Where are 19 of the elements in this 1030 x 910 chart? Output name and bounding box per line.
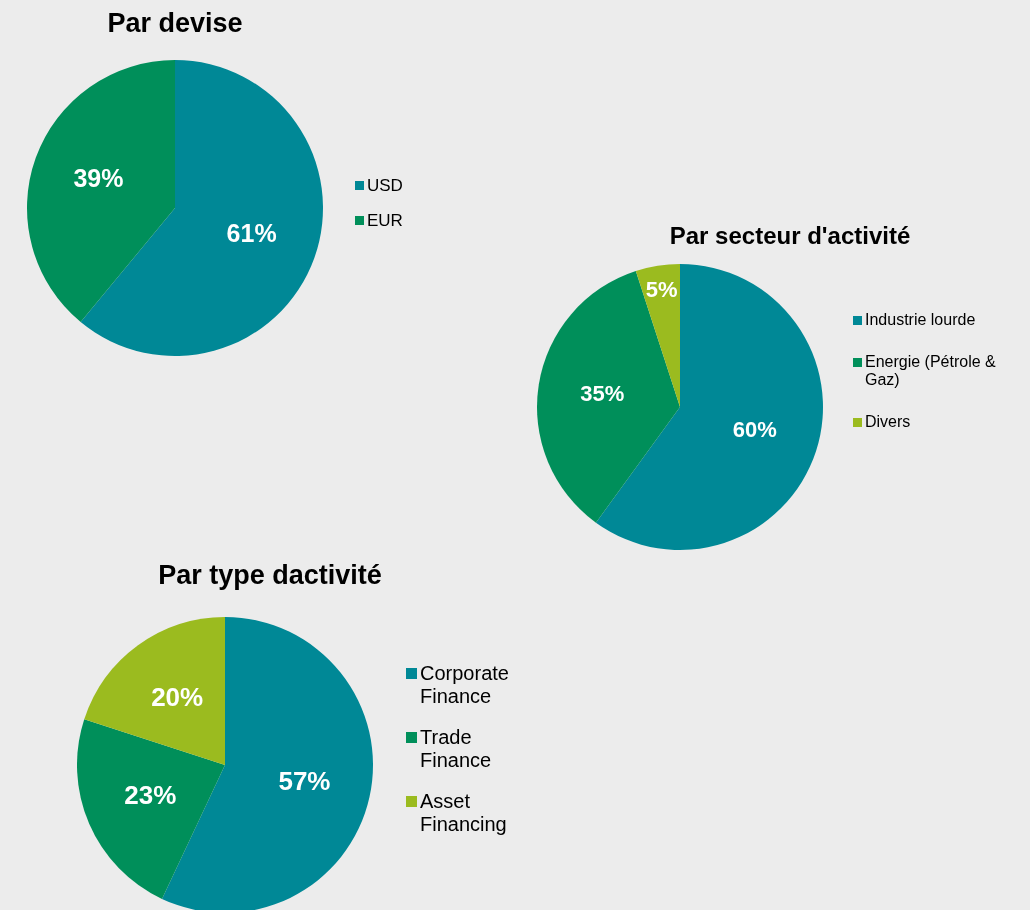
data-label: 5% (645, 277, 678, 303)
legend-label: Trade Finance (420, 726, 493, 772)
data-label: 20% (151, 682, 204, 713)
chart-title: Par devise (106, 8, 244, 39)
legend-label: Energie (Pétrole & Gaz) (865, 353, 997, 389)
data-label: 23% (124, 780, 177, 811)
data-label: 61% (226, 219, 277, 248)
data-label: 39% (73, 164, 124, 193)
legend-label: Asset Financing (420, 790, 508, 836)
chart-title: Par secteur d'activité (668, 222, 912, 250)
data-label: 57% (278, 765, 331, 796)
legend-label: Corporate Finance (420, 662, 510, 708)
legend-label: EUR (367, 211, 403, 231)
legend-label: Industrie lourde (865, 311, 976, 329)
data-label: 60% (732, 417, 777, 443)
legend-label: Divers (865, 413, 911, 431)
legend-label: USD (367, 176, 403, 196)
chart-title: Par type dactivité (157, 560, 383, 591)
data-label: 35% (580, 380, 625, 406)
